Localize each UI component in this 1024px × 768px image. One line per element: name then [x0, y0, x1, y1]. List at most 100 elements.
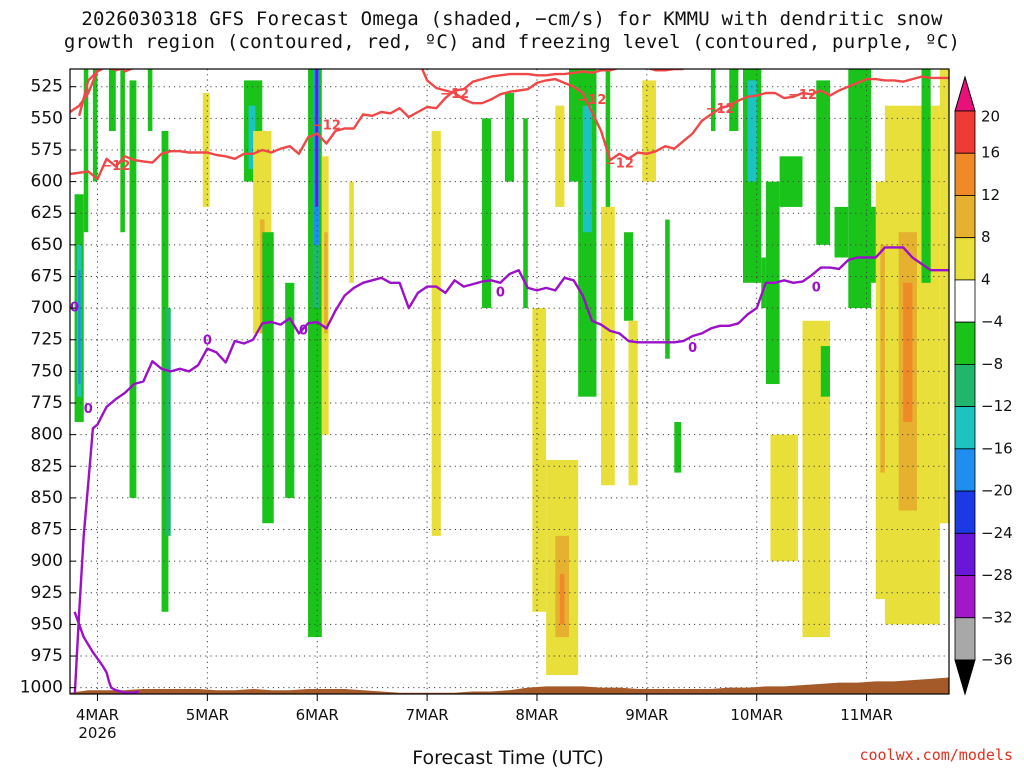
x-tick-label: 9MAR: [625, 706, 668, 724]
y-tick-label: 800: [31, 425, 63, 445]
colorbar-swatch: [954, 575, 976, 619]
omega-region: [532, 308, 547, 612]
contour-lines: [70, 69, 949, 694]
terrain-fill: [70, 677, 949, 694]
omega-region: [779, 156, 803, 207]
contour-line-3: [73, 246, 949, 694]
y-tick-label: 900: [31, 551, 63, 571]
y-tick-label: 950: [31, 614, 63, 634]
contour-line-2: [78, 69, 125, 117]
colorbar-swatch: [954, 406, 976, 450]
omega-region: [582, 105, 592, 233]
y-tick-label: 650: [31, 235, 63, 255]
omega-region: [129, 80, 137, 498]
y-tick-label: 550: [31, 108, 63, 128]
x-tick-label: 11MAR: [840, 706, 893, 724]
y-tick-label: 725: [31, 330, 63, 350]
y-tick-label: 825: [31, 456, 63, 476]
y-tick-label: 975: [31, 646, 63, 666]
colorbar-swatch: [954, 321, 976, 365]
colorbar-label: −24: [981, 524, 1013, 542]
colorbar-label: −4: [981, 313, 1003, 331]
x-tick-label: 4MAR: [76, 706, 119, 724]
omega-region: [78, 270, 81, 385]
omega-region: [761, 257, 766, 309]
omega-region: [166, 308, 171, 536]
colorbar-swatch: [954, 490, 976, 534]
colorbar-swatch: [954, 363, 976, 408]
contour-label: 0: [688, 341, 697, 356]
omega-region: [628, 320, 638, 486]
colorbar-legend: 20 16 12 8 4 −4 −8 −12 −16 −20 −24 −28 −32 −36: [954, 75, 1013, 696]
y-tick-label: 600: [31, 172, 63, 192]
omega-region: [729, 69, 739, 131]
omega-region: [903, 282, 913, 422]
title-line-1: 2026030318 GFS Forecast Omega (shaded, −…: [81, 8, 943, 30]
omega-region: [324, 232, 328, 334]
title-line-2: growth region (contoured, red, ºC) and f…: [63, 31, 961, 53]
omega-region: [623, 232, 634, 321]
colorbar-label: −8: [981, 355, 1003, 373]
omega-region: [674, 421, 682, 473]
omega-region: [642, 80, 656, 182]
colorbar-bottom-arrow: [954, 659, 976, 696]
contour-label: 0: [299, 323, 308, 338]
y-tick-label: 850: [31, 488, 63, 508]
omega-region: [555, 105, 565, 207]
y-axis: 525 550 575 600 625 650 675 700 725 750 775 800 825 8…: [20, 77, 76, 698]
y-tick-label: 750: [31, 361, 63, 381]
x-tick-label: 8MAR: [515, 706, 558, 724]
colorbar-label: 8: [981, 228, 991, 246]
contour-label: −12: [440, 87, 469, 102]
omega-region: [816, 80, 830, 245]
x-tick-label: 6MAR: [296, 706, 339, 724]
chart-title: 2026030318 GFS Forecast Omega (shaded, −…: [0, 8, 1024, 54]
colorbar-label: −32: [981, 608, 1013, 626]
y-tick-label: 575: [31, 140, 63, 160]
omega-region: [601, 206, 615, 486]
omega-region: [504, 93, 515, 182]
y-tick-label: 700: [31, 298, 63, 318]
contour-label: −12: [88, 58, 117, 73]
y-tick-label: 925: [31, 583, 63, 603]
x-axis-label: Forecast Time (UTC): [412, 747, 603, 768]
omega-region: [349, 181, 354, 283]
omega-region: [120, 69, 125, 233]
contour-line-0: [70, 69, 949, 162]
y-tick-label: 875: [31, 520, 63, 540]
contour-line-4: [73, 611, 140, 694]
colorbar-swatch: [954, 448, 976, 492]
colorbar-label: 4: [981, 270, 991, 288]
omega-region: [108, 69, 116, 131]
omega-region: [83, 69, 89, 233]
colorbar-swatch: [954, 195, 976, 239]
y-tick-label: 1000: [20, 678, 63, 698]
omega-region: [820, 346, 830, 397]
colorbar-swatch: [954, 152, 976, 196]
y-tick-label: 625: [31, 203, 63, 223]
contour-label: 0: [203, 334, 212, 349]
x-tick-label: 10MAR: [730, 706, 783, 724]
plot-frame: [69, 68, 950, 695]
contour-label: 0: [496, 285, 505, 300]
omega-region: [523, 118, 528, 309]
x-year-label: 2026: [78, 724, 116, 742]
colorbar-swatch: [954, 279, 976, 323]
x-tick-label: 5MAR: [186, 706, 229, 724]
x-tick-label: 7MAR: [406, 706, 449, 724]
omega-region: [747, 80, 757, 182]
omega-region: [92, 69, 98, 182]
omega-region: [605, 69, 611, 283]
contour-label: −12: [577, 93, 606, 108]
contour-label: −12: [101, 159, 130, 174]
colorbar-label: −12: [981, 397, 1013, 415]
omega-region: [285, 282, 295, 498]
colorbar-label: −16: [981, 439, 1013, 457]
omega-region: [939, 69, 949, 524]
contour-label: 0: [812, 280, 821, 295]
colorbar-swatch: [954, 237, 976, 281]
terrain-layer: [70, 677, 949, 694]
contour-label: −12: [605, 156, 634, 171]
x-axis: 4MAR 5MAR 6MAR 7MAR 8MAR 9MAR 10MAR 11MAR 2026: [76, 694, 893, 742]
